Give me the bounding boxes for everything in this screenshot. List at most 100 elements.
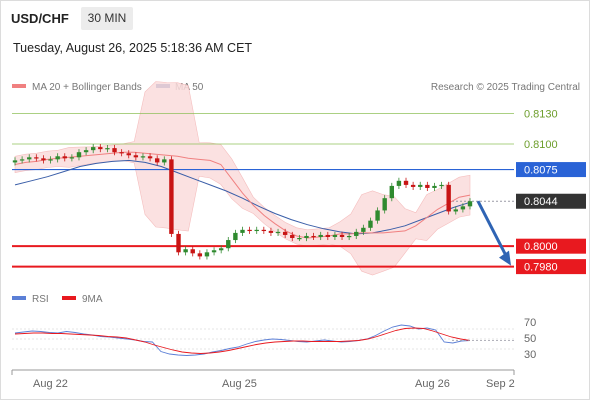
x-tick-aug22: Aug 22 [33,378,68,390]
ma20-legend-label: MA 20 + Bollinger Bands [32,82,142,93]
candle-body [282,231,288,235]
level-label-box [516,193,586,209]
ma20-legend-swatch [12,84,26,88]
candle-body [62,156,67,159]
timeframe-button[interactable]: 30 MIN [81,7,133,30]
candle-body [439,184,444,187]
candle-body [261,229,267,232]
candle-body [297,238,302,240]
candle-body [311,235,316,238]
level-labels: 0.8130 0.8100 0.8075 0.8044 0.8000 0.7980 [516,108,586,275]
candle-body [197,253,203,257]
candle-body [147,156,153,159]
datetime-label: Tuesday, August 26, 2025 5:18:36 AM CET [13,41,253,55]
candle-body [34,157,39,159]
candle-body [432,185,437,188]
forecast-arrow-shaft [476,200,509,259]
candle-body [91,147,96,151]
candle-body [382,198,387,211]
candle-body [368,220,373,228]
candle-body [339,234,345,237]
candle-body [361,227,366,232]
level-label-text: 0.8100 [524,139,558,151]
candle-body [55,156,60,160]
candle-body [204,252,210,257]
candle-body [112,148,117,153]
level-label-text: 0.8000 [524,241,558,253]
rsi-legend-swatch [12,296,26,300]
candle-body [460,206,466,210]
candle-body [240,229,245,233]
rsi-ma-line [14,327,471,354]
level-label-box [516,162,586,178]
level-label-text: 0.8075 [524,165,558,177]
candle-body [183,249,188,253]
candle-body [27,157,32,160]
candle-body [218,248,224,251]
rsi-ma-legend-swatch [62,296,76,300]
candle-body [325,234,331,237]
candle-body [119,152,124,154]
candle-body [190,249,195,254]
candle-body [275,231,281,234]
candle-body [133,155,139,158]
candle-body [211,250,217,253]
candles [12,144,473,260]
candle-body [69,157,75,159]
candle-body [126,153,131,156]
candle-body [318,234,323,237]
ma50-line [14,159,471,235]
level-label-text: 0.8044 [524,196,558,208]
forecast-arrow-head [499,250,511,266]
bollinger-band-area [14,81,471,276]
candle-body [389,185,394,199]
rsi-ma-legend-label: 9MA [82,294,103,305]
credit-text: Research © 2025 Trading Central [431,82,580,93]
level-label-text: 0.8130 [524,108,558,120]
candle-body [332,234,338,237]
candle-body [268,230,274,233]
rsi-tick-30: 30 [524,349,536,361]
rsi-legend-label: RSI [32,294,49,305]
candle-body [154,158,160,163]
candle-body [233,232,238,241]
rsi-tick-70: 70 [524,317,536,329]
candle-body [76,152,82,158]
candle-body [247,229,252,232]
candle-body [354,231,359,236]
candle-body [396,180,402,186]
x-tick-aug26: Aug 26 [415,378,450,390]
candle-body [403,180,409,185]
level-label-box [516,238,586,254]
candle-body [105,148,110,150]
candle-body [48,159,53,161]
moving-averages [14,151,471,239]
candle-body [467,201,473,207]
candle-body [254,229,259,232]
level-lines [12,112,514,268]
candle-body [290,234,295,239]
candle-body [304,235,309,239]
level-label-text: 0.7980 [524,262,558,274]
candle-body [226,240,231,249]
rsi-tick-50: 50 [524,333,536,345]
candle-body [375,210,380,221]
candle-body [169,159,174,234]
candle-body [140,156,146,158]
candle-body [410,184,416,187]
candle-body [176,233,181,253]
candle-body [425,184,430,188]
candle-body [453,209,458,212]
candle-body [346,235,352,238]
x-tick-aug25: Aug 25 [222,378,257,390]
candle-body [83,150,89,153]
candle-body [418,184,423,187]
candle-body [98,147,103,150]
candle-body [19,159,25,161]
ma50-legend-label: MA 50 [175,82,204,93]
x-tick-sep2: Sep 2 [486,378,515,390]
candle-body [12,160,18,163]
candle-body [446,184,451,212]
bollinger-band [14,81,471,276]
